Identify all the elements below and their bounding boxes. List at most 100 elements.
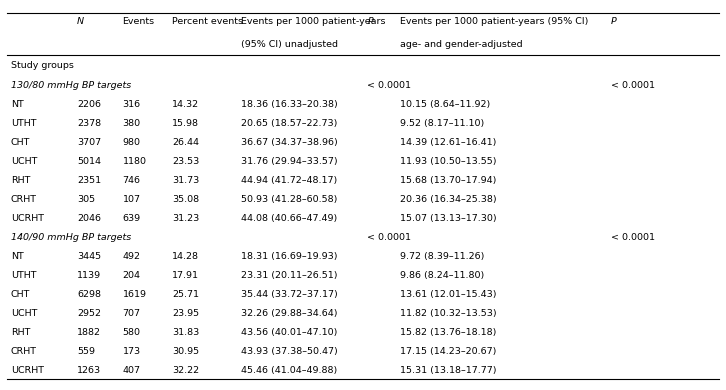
Text: UTHT: UTHT xyxy=(11,271,36,280)
Text: NT: NT xyxy=(11,99,23,108)
Text: 9.52 (8.17–11.10): 9.52 (8.17–11.10) xyxy=(400,119,484,128)
Text: 17.91: 17.91 xyxy=(172,271,200,280)
Text: 707: 707 xyxy=(123,309,141,318)
Text: 2378: 2378 xyxy=(77,119,101,128)
Text: 35.44 (33.72–37.17): 35.44 (33.72–37.17) xyxy=(240,290,338,299)
Text: 30.95: 30.95 xyxy=(172,347,200,356)
Text: 3707: 3707 xyxy=(77,138,101,147)
Text: 35.08: 35.08 xyxy=(172,195,200,204)
Text: 1139: 1139 xyxy=(77,271,101,280)
Text: CRHT: CRHT xyxy=(11,195,37,204)
Text: 1619: 1619 xyxy=(123,290,147,299)
Text: 31.83: 31.83 xyxy=(172,328,200,337)
Text: 44.08 (40.66–47.49): 44.08 (40.66–47.49) xyxy=(240,214,337,223)
Text: (95% CI) unadjusted: (95% CI) unadjusted xyxy=(240,39,338,48)
Text: RHT: RHT xyxy=(11,176,30,185)
Text: 31.73: 31.73 xyxy=(172,176,200,185)
Text: 2952: 2952 xyxy=(77,309,101,318)
Text: 23.53: 23.53 xyxy=(172,157,200,166)
Text: 15.31 (13.18–17.77): 15.31 (13.18–17.77) xyxy=(400,366,497,375)
Text: 140/90 mmHg BP targets: 140/90 mmHg BP targets xyxy=(11,233,131,242)
Text: CRHT: CRHT xyxy=(11,347,37,356)
Text: 10.15 (8.64–11.92): 10.15 (8.64–11.92) xyxy=(400,99,490,108)
Text: 23.95: 23.95 xyxy=(172,309,200,318)
Text: P: P xyxy=(611,17,616,26)
Text: 43.93 (37.38–50.47): 43.93 (37.38–50.47) xyxy=(240,347,338,356)
Text: 173: 173 xyxy=(123,347,141,356)
Text: 32.22: 32.22 xyxy=(172,366,200,375)
Text: 25.71: 25.71 xyxy=(172,290,200,299)
Text: 18.36 (16.33–20.38): 18.36 (16.33–20.38) xyxy=(240,99,338,108)
Text: Events per 1000 patient-years (95% CI): Events per 1000 patient-years (95% CI) xyxy=(400,17,588,26)
Text: 11.82 (10.32–13.53): 11.82 (10.32–13.53) xyxy=(400,309,497,318)
Text: 45.46 (41.04–49.88): 45.46 (41.04–49.88) xyxy=(240,366,337,375)
Text: 1882: 1882 xyxy=(77,328,101,337)
Text: < 0.0001: < 0.0001 xyxy=(367,233,411,242)
Text: 13.61 (12.01–15.43): 13.61 (12.01–15.43) xyxy=(400,290,497,299)
Text: 6298: 6298 xyxy=(77,290,101,299)
Text: Events: Events xyxy=(123,17,155,26)
Text: 107: 107 xyxy=(123,195,141,204)
Text: 15.68 (13.70–17.94): 15.68 (13.70–17.94) xyxy=(400,176,497,185)
Text: 380: 380 xyxy=(123,119,141,128)
Text: 9.72 (8.39–11.26): 9.72 (8.39–11.26) xyxy=(400,252,484,261)
Text: RHT: RHT xyxy=(11,328,30,337)
Text: < 0.0001: < 0.0001 xyxy=(367,80,411,90)
Text: 32.26 (29.88–34.64): 32.26 (29.88–34.64) xyxy=(240,309,337,318)
Text: 559: 559 xyxy=(77,347,95,356)
Text: 17.15 (14.23–20.67): 17.15 (14.23–20.67) xyxy=(400,347,497,356)
Text: UTHT: UTHT xyxy=(11,119,36,128)
Text: 20.36 (16.34–25.38): 20.36 (16.34–25.38) xyxy=(400,195,497,204)
Text: 492: 492 xyxy=(123,252,141,261)
Text: 3445: 3445 xyxy=(77,252,101,261)
Text: 14.39 (12.61–16.41): 14.39 (12.61–16.41) xyxy=(400,138,497,147)
Text: UCHT: UCHT xyxy=(11,157,37,166)
Text: 305: 305 xyxy=(77,195,95,204)
Text: 580: 580 xyxy=(123,328,141,337)
Text: age- and gender-adjusted: age- and gender-adjusted xyxy=(400,39,523,48)
Text: 204: 204 xyxy=(123,271,141,280)
Text: 11.93 (10.50–13.55): 11.93 (10.50–13.55) xyxy=(400,157,497,166)
Text: 14.28: 14.28 xyxy=(172,252,200,261)
Text: 50.93 (41.28–60.58): 50.93 (41.28–60.58) xyxy=(240,195,337,204)
Text: N: N xyxy=(77,17,84,26)
Text: 130/80 mmHg BP targets: 130/80 mmHg BP targets xyxy=(11,80,131,90)
Text: 31.76 (29.94–33.57): 31.76 (29.94–33.57) xyxy=(240,157,338,166)
Text: 31.23: 31.23 xyxy=(172,214,200,223)
Text: UCRHT: UCRHT xyxy=(11,214,44,223)
Text: 9.86 (8.24–11.80): 9.86 (8.24–11.80) xyxy=(400,271,484,280)
Text: 15.98: 15.98 xyxy=(172,119,200,128)
Text: 2351: 2351 xyxy=(77,176,101,185)
Text: 316: 316 xyxy=(123,99,141,108)
Text: 18.31 (16.69–19.93): 18.31 (16.69–19.93) xyxy=(240,252,337,261)
Text: 2206: 2206 xyxy=(77,99,101,108)
Text: Study groups: Study groups xyxy=(11,62,74,71)
Text: NT: NT xyxy=(11,252,23,261)
Text: 15.82 (13.76–18.18): 15.82 (13.76–18.18) xyxy=(400,328,497,337)
Text: 43.56 (40.01–47.10): 43.56 (40.01–47.10) xyxy=(240,328,337,337)
Text: 20.65 (18.57–22.73): 20.65 (18.57–22.73) xyxy=(240,119,337,128)
Text: Events per 1000 patient-years: Events per 1000 patient-years xyxy=(240,17,385,26)
Text: 5014: 5014 xyxy=(77,157,101,166)
Text: UCHT: UCHT xyxy=(11,309,37,318)
Text: CHT: CHT xyxy=(11,290,30,299)
Text: 639: 639 xyxy=(123,214,141,223)
Text: 2046: 2046 xyxy=(77,214,101,223)
Text: P: P xyxy=(367,17,373,26)
Text: 980: 980 xyxy=(123,138,141,147)
Text: 407: 407 xyxy=(123,366,141,375)
Text: 1263: 1263 xyxy=(77,366,101,375)
Text: 26.44: 26.44 xyxy=(172,138,200,147)
Text: 746: 746 xyxy=(123,176,141,185)
Text: < 0.0001: < 0.0001 xyxy=(611,80,655,90)
Text: CHT: CHT xyxy=(11,138,30,147)
Text: 23.31 (20.11–26.51): 23.31 (20.11–26.51) xyxy=(240,271,337,280)
Text: < 0.0001: < 0.0001 xyxy=(611,233,655,242)
Text: 15.07 (13.13–17.30): 15.07 (13.13–17.30) xyxy=(400,214,497,223)
Text: Percent events: Percent events xyxy=(172,17,243,26)
Text: 14.32: 14.32 xyxy=(172,99,200,108)
Text: 36.67 (34.37–38.96): 36.67 (34.37–38.96) xyxy=(240,138,338,147)
Text: 1180: 1180 xyxy=(123,157,147,166)
Text: 44.94 (41.72–48.17): 44.94 (41.72–48.17) xyxy=(240,176,337,185)
Text: UCRHT: UCRHT xyxy=(11,366,44,375)
